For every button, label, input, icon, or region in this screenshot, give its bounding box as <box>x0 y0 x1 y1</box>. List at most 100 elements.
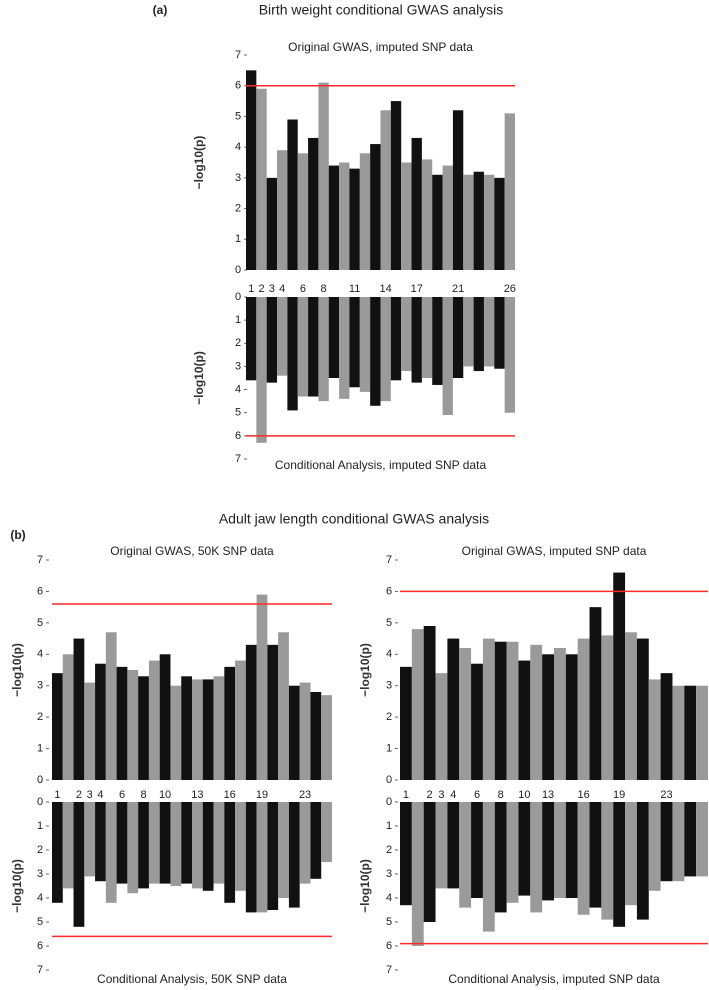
x-tick-label: 23 <box>660 789 672 801</box>
chromosome-column <box>471 663 483 780</box>
y-axis-label: −log10(p) <box>10 643 24 697</box>
panel-label: (a) <box>153 3 168 17</box>
y-tick-label: 2 <box>235 337 241 349</box>
y-tick-label: 6 <box>37 585 43 597</box>
chart-subtitle: Conditional Analysis, 50K SNP data <box>97 972 287 986</box>
chromosome-column <box>116 802 128 884</box>
y-tick-label: 1 <box>37 820 43 832</box>
chromosome-column <box>672 802 685 882</box>
chromosome-column <box>483 174 495 270</box>
chromosome-column <box>299 682 311 780</box>
y-tick-label: 4 <box>386 892 392 904</box>
chromosome-column <box>452 110 464 271</box>
chromosome-column <box>648 679 661 780</box>
chromosome-column <box>170 685 182 780</box>
chromosome-column <box>452 297 464 378</box>
chromosome-column <box>542 802 554 901</box>
y-tick-label: 2 <box>37 711 43 723</box>
y-tick-label: 3 <box>386 680 392 692</box>
chromosome-column <box>625 632 637 780</box>
chromosome-column <box>297 297 309 397</box>
x-tick-label: 2 <box>258 283 264 295</box>
chromosome-column <box>202 802 214 891</box>
x-tick-label: 6 <box>300 283 306 295</box>
chromosome-column <box>660 802 673 882</box>
x-tick-label: 16 <box>577 789 589 801</box>
chromosome-column <box>73 802 85 927</box>
chromosome-column <box>506 641 519 780</box>
chromosome-column <box>308 297 319 397</box>
x-tick-label: 4 <box>279 283 285 295</box>
chromosome-column <box>380 110 391 271</box>
x-tick-label: 21 <box>452 283 464 295</box>
y-tick-label: 0 <box>37 796 43 808</box>
chromosome-column <box>411 802 424 946</box>
y-tick-label: 7 <box>37 554 43 566</box>
chromosome-column <box>565 802 578 898</box>
chromosome-column <box>370 144 381 270</box>
chromosome-column <box>601 802 614 920</box>
y-axis-label: −log10(p) <box>192 136 206 190</box>
x-tick-label: 6 <box>119 789 125 801</box>
chromosome-column <box>435 673 448 780</box>
chromosome-column <box>518 802 531 896</box>
chromosome-column <box>308 137 319 270</box>
chromosome-column <box>328 165 340 270</box>
x-tick-label: 10 <box>159 789 171 801</box>
chromosome-column <box>471 802 483 898</box>
y-tick-label: 5 <box>37 916 43 928</box>
x-tick-label: 14 <box>380 283 392 295</box>
chromosome-column <box>95 663 106 780</box>
x-tick-label: 4 <box>97 789 103 801</box>
chromosome-column <box>613 572 626 780</box>
y-tick-label: 5 <box>235 407 241 419</box>
chromosome-column <box>62 654 74 780</box>
y-tick-label: 1 <box>235 233 241 245</box>
chromosome-column <box>310 692 322 780</box>
chromosome-column <box>684 685 697 780</box>
chromosome-column <box>181 802 192 884</box>
chromosome-column <box>181 676 192 780</box>
chromosome-column <box>390 101 402 270</box>
y-tick-label: 6 <box>235 80 241 92</box>
chromosome-column <box>530 644 543 780</box>
y-tick-label: 3 <box>235 172 241 184</box>
chromosome-column <box>318 82 329 271</box>
chromosome-column <box>116 666 128 780</box>
chromosome-column <box>266 177 278 270</box>
chromosome-column <box>442 165 453 270</box>
chromosome-column <box>213 676 225 780</box>
y-tick-label: 4 <box>235 383 241 395</box>
chromosome-column <box>542 654 554 780</box>
chromosome-column <box>359 153 371 270</box>
chromosome-column <box>266 297 278 383</box>
x-tick-label: 19 <box>613 789 625 801</box>
x-tick-label: 19 <box>256 789 268 801</box>
chromosome-column <box>411 629 424 780</box>
chromosome-column <box>359 297 371 392</box>
chromosome-column <box>530 802 543 913</box>
chromosome-column <box>105 802 117 903</box>
chromosome-column <box>432 297 443 385</box>
chart-subtitle: Conditional Analysis, imputed SNP data <box>448 972 660 986</box>
chromosome-column <box>473 297 484 372</box>
y-tick-label: 6 <box>235 430 241 442</box>
y-tick-label: 3 <box>386 868 392 880</box>
chromosome-column <box>390 297 402 381</box>
x-tick-label: 26 <box>504 283 516 295</box>
chromosome-column <box>577 638 590 780</box>
y-tick-label: 3 <box>37 868 43 880</box>
y-tick-label: 6 <box>386 585 392 597</box>
chromosome-column <box>235 660 246 780</box>
y-tick-label: 1 <box>386 742 392 754</box>
chromosome-column <box>84 802 96 877</box>
chromosome-column <box>287 297 298 411</box>
chromosome-column <box>482 638 495 780</box>
chromosome-column <box>672 685 685 780</box>
chromosome-column <box>256 594 268 780</box>
chromosome-column <box>613 802 626 927</box>
x-tick-label: 2 <box>76 789 82 801</box>
chromosome-column <box>278 632 289 780</box>
y-tick-label: 2 <box>386 711 392 723</box>
